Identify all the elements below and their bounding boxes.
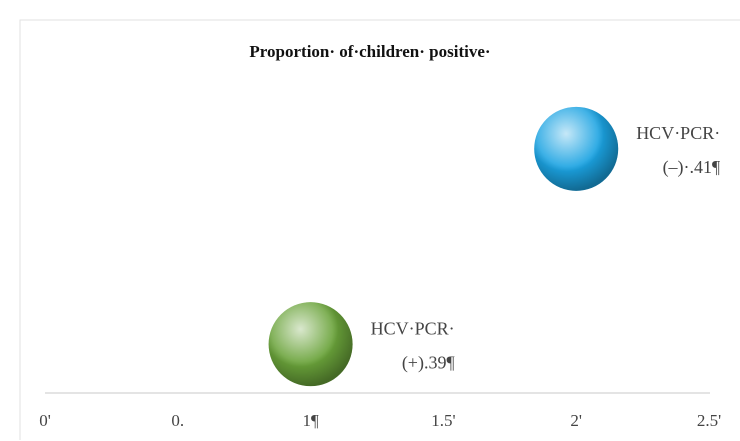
bubble-highlight [534, 106, 619, 191]
bubble-highlight [268, 302, 353, 387]
data-label: (–)·.41¶ [663, 157, 721, 178]
x-tick-label: 0. [171, 411, 184, 430]
frame [19, 19, 740, 440]
legend-label: HCV·PCR· [636, 123, 720, 143]
x-tick-label: 1¶ [302, 411, 319, 430]
x-tick-label: 2.5' [697, 411, 721, 430]
legend-label: HCV·PCR· [371, 318, 455, 338]
chart-title: Proportion· of·children· positive· [249, 42, 490, 61]
x-tick-label: 2' [570, 411, 582, 430]
data-label: (+).39¶ [402, 352, 455, 373]
x-tick-label: 0' [39, 411, 51, 430]
x-tick-label: 1.5' [431, 411, 455, 430]
